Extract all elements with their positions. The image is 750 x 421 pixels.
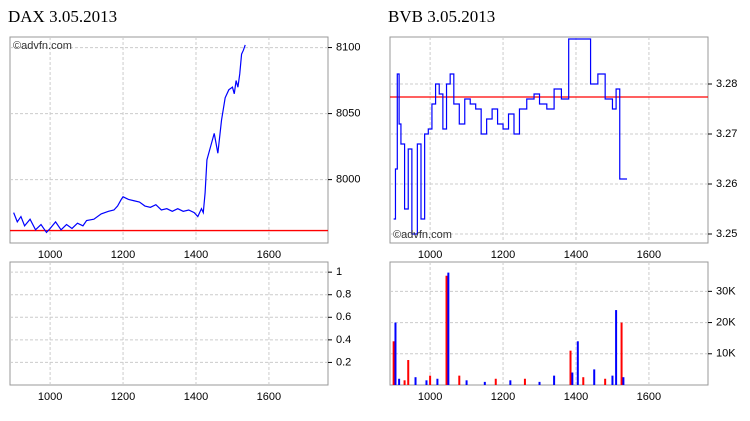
volume-bar: [465, 380, 468, 385]
volume-bar: [392, 341, 395, 385]
y-tick-label: 3.28: [716, 78, 737, 90]
volume-bar: [436, 378, 439, 385]
watermark: ©advfn.com: [13, 40, 72, 52]
volume-bar: [611, 375, 614, 385]
volume-bar: [425, 380, 428, 385]
x-tick-label: 1200: [111, 249, 135, 261]
x-tick-label: 1200: [491, 391, 515, 403]
x-tick-label: 1000: [38, 249, 62, 261]
volume-bar: [620, 322, 623, 385]
y-tick-label: 10K: [716, 348, 736, 360]
y-tick-label: 0.2: [336, 356, 351, 368]
volume-bar: [407, 360, 410, 385]
x-tick-label: 1400: [564, 249, 588, 261]
y-tick-label: 3.26: [716, 178, 737, 190]
y-tick-label: 0.4: [336, 334, 351, 346]
volume-bar: [538, 381, 541, 385]
volume-bar: [593, 369, 596, 385]
x-tick-label: 1200: [111, 391, 135, 403]
x-tick-label: 1400: [184, 249, 208, 261]
volume-bar: [398, 378, 401, 385]
price-line: [13, 44, 246, 234]
volume-bar: [445, 275, 448, 385]
y-tick-label: 1: [336, 266, 342, 278]
y-tick-label: 8050: [336, 107, 360, 119]
x-tick-label: 1600: [637, 249, 661, 261]
volume-bar: [582, 377, 585, 385]
volume-bar: [447, 272, 450, 385]
x-tick-label: 1000: [38, 391, 62, 403]
y-tick-label: 8100: [336, 41, 360, 53]
plot-area: [9, 261, 329, 386]
y-tick-label: 30K: [716, 285, 736, 297]
volume-bar: [576, 341, 579, 385]
price-line: [393, 38, 628, 235]
x-tick-label: 1600: [257, 249, 281, 261]
volume-bar: [403, 380, 406, 385]
volume-bar: [458, 375, 461, 385]
volume-bar: [569, 350, 572, 385]
y-tick-label: 3.27: [716, 128, 737, 140]
volume-bar: [483, 381, 486, 385]
x-tick-label: 1600: [637, 391, 661, 403]
y-tick-label: 0.8: [336, 289, 351, 301]
x-tick-label: 1600: [257, 391, 281, 403]
volume-bar: [553, 375, 556, 385]
watermark: ©advfn.com: [393, 229, 452, 241]
x-tick-label: 1200: [491, 249, 515, 261]
y-tick-label: 20K: [716, 316, 736, 328]
volume-bar: [615, 310, 618, 385]
x-tick-label: 1000: [418, 249, 442, 261]
chart-title: DAX 3.05.2013: [8, 7, 117, 26]
volume-bar: [571, 372, 574, 385]
volume-bar: [523, 378, 526, 385]
chart-title: BVB 3.05.2013: [388, 7, 495, 26]
x-tick-label: 1000: [418, 391, 442, 403]
volume-bar: [604, 378, 607, 385]
x-tick-label: 1400: [564, 391, 588, 403]
plot-area: [389, 261, 709, 386]
volume-bar: [429, 375, 432, 385]
y-tick-label: 0.6: [336, 311, 351, 323]
volume-bar: [394, 322, 397, 385]
volume-bar: [414, 377, 417, 385]
x-tick-label: 1400: [184, 391, 208, 403]
volume-bar: [622, 377, 625, 385]
plot-area: [389, 36, 709, 244]
volume-bar: [509, 380, 512, 385]
plot-area: [9, 36, 329, 244]
y-tick-label: 8000: [336, 174, 360, 186]
y-tick-label: 3.25: [716, 228, 737, 240]
volume-bar: [494, 378, 497, 385]
